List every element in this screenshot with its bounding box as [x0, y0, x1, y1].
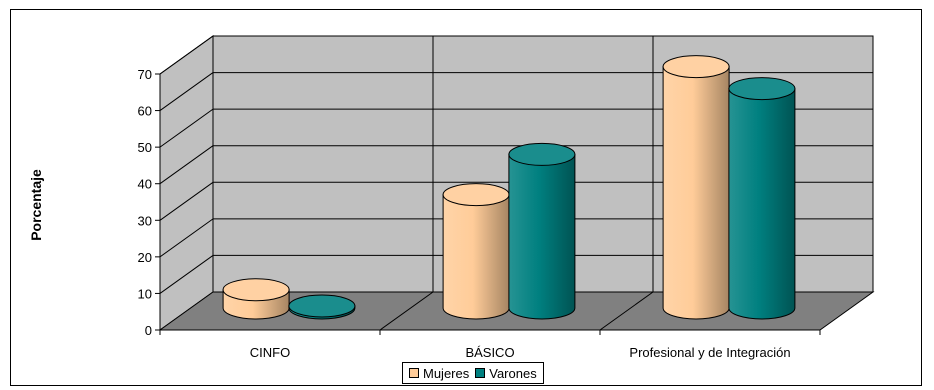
- side-wall: [159, 35, 214, 331]
- bar-mujeres-0: [222, 278, 290, 320]
- bar-top-1-1: [508, 142, 576, 166]
- y-tick-label-70: 70: [138, 67, 152, 82]
- legend-swatch-varones: [475, 368, 486, 378]
- legend-swatch-mujeres: [409, 368, 419, 378]
- side-gridline-60: [159, 72, 214, 111]
- bar-varones-1: [508, 142, 576, 320]
- bar-body-0-1: [442, 194, 510, 320]
- floor-divider-1: [379, 291, 434, 331]
- x-tick-label-2: Profesional y de Integración: [629, 345, 790, 360]
- y-axis-label: Porcentaje: [28, 169, 44, 241]
- y-tick-label-10: 10: [138, 286, 152, 301]
- y-tick-label-20: 20: [138, 250, 152, 265]
- side-gridline-10: [159, 255, 214, 294]
- legend-label-varones: Varones: [489, 365, 537, 381]
- y-tick-label-50: 50: [138, 140, 152, 155]
- y-tick-label-40: 40: [138, 177, 152, 192]
- floor-divider-2: [599, 291, 654, 331]
- y-tick-label-30: 30: [138, 213, 152, 228]
- legend-item-varones: Varones: [475, 365, 537, 381]
- side-gridline-30: [159, 181, 214, 221]
- bar-body-1-2: [728, 88, 796, 320]
- y-tick-label-60: 60: [138, 104, 152, 119]
- x-tick-label-1: BÁSICO: [465, 345, 514, 360]
- bar-mujeres-2: [662, 55, 730, 320]
- bar-top-0-1: [442, 183, 510, 207]
- side-gridline-70: [159, 35, 214, 75]
- side-gridline-50: [159, 108, 214, 148]
- legend-label-mujeres: Mujeres: [423, 365, 470, 381]
- bar-body-1-1: [508, 153, 576, 320]
- bar-top-1-0: [288, 294, 356, 318]
- bar-varones-2: [728, 77, 796, 320]
- y-tick-label-0: 0: [145, 323, 152, 338]
- bar-top-0-0: [222, 278, 290, 302]
- bar-mujeres-1: [442, 183, 510, 320]
- bar-top-1-2: [728, 77, 796, 101]
- bar-varones-0: [288, 294, 356, 320]
- legend-item-mujeres: Mujeres: [409, 366, 469, 381]
- bar-body-0-2: [662, 66, 730, 320]
- x-tick-label-0: CINFO: [250, 345, 290, 360]
- legend: Mujeres Varones: [402, 362, 544, 384]
- side-gridline-20: [159, 218, 214, 258]
- bar-top-0-2: [662, 55, 730, 79]
- side-gridline-40: [159, 145, 214, 185]
